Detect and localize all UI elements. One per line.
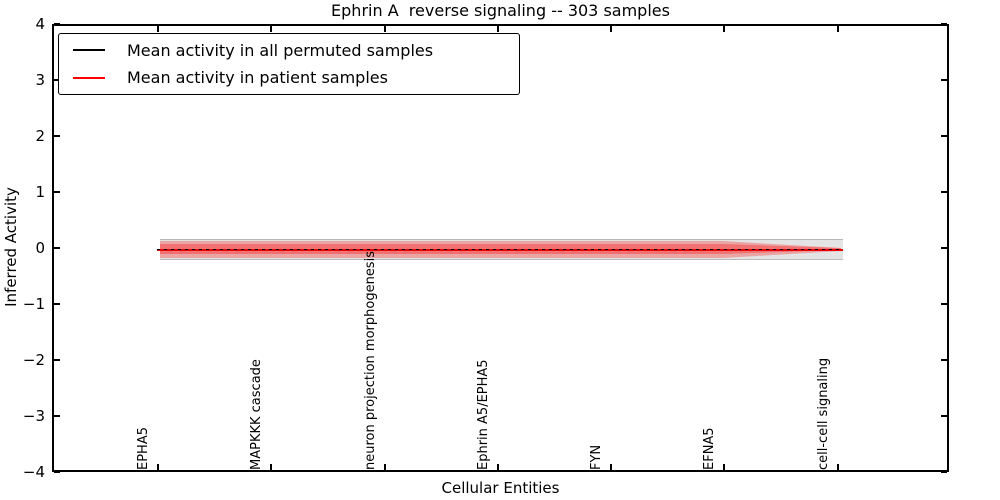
x-tick-top [837,26,839,32]
chart-title: Ephrin A reverse signaling -- 303 sample… [331,1,670,20]
x-tick-bottom [157,464,159,470]
x-tick-top [270,26,272,32]
legend-item-patient: Mean activity in patient samples [59,65,519,91]
plot-area-frame [52,24,949,472]
x-tick-bottom [837,464,839,470]
y-tick-left [54,359,60,361]
y-tick-right [941,471,947,473]
x-tick-top [723,26,725,32]
y-tick-label: 4 [35,15,45,33]
y-tick-left [54,135,60,137]
x-tick-label: neuron projection morphogenesis [363,251,378,470]
y-tick-left [54,471,60,473]
black-line-swatch [73,49,105,52]
y-tick-label: −1 [22,295,45,313]
x-axis-label: Cellular Entities [441,479,560,497]
y-tick-right [941,79,947,81]
x-tick-label: FYN [589,444,604,470]
y-tick-left [54,79,60,81]
legend-item-permuted: Mean activity in all permuted samples [59,37,519,63]
x-tick-top [497,26,499,32]
y-tick-left [54,415,60,417]
x-tick-label: EFNA5 [702,427,717,470]
x-tick-bottom [384,464,386,470]
y-tick-label: 2 [35,127,45,145]
y-tick-right [941,247,947,249]
red-line-swatch [73,76,105,79]
y-tick-left [54,247,60,249]
y-tick-right [941,135,947,137]
y-tick-label: −3 [22,407,45,425]
y-tick-left [54,191,60,193]
permuted-mean-line [157,248,843,251]
x-tick-bottom [497,464,499,470]
legend-box: Mean activity in all permuted samples Me… [58,33,520,95]
y-tick-right [941,23,947,25]
x-tick-label: EPHA5 [136,427,151,470]
x-tick-label: cell-cell signaling [816,357,831,470]
y-tick-left [54,23,60,25]
y-tick-left [54,303,60,305]
y-axis-label: Inferred Activity [2,187,20,307]
y-tick-right [941,191,947,193]
y-tick-label: 3 [35,71,45,89]
x-tick-bottom [610,464,612,470]
legend-label-permuted: Mean activity in all permuted samples [127,40,434,60]
x-tick-top [384,26,386,32]
x-tick-bottom [723,464,725,470]
y-tick-label: 1 [35,183,45,201]
y-tick-label: −2 [22,351,45,369]
x-tick-bottom [270,464,272,470]
y-tick-right [941,303,947,305]
y-tick-label: −4 [22,463,45,481]
x-tick-top [610,26,612,32]
y-tick-right [941,359,947,361]
x-tick-label: MAPKKK cascade [249,359,264,470]
legend-label-patient: Mean activity in patient samples [127,68,388,88]
x-tick-label: Ephrin A5/EPHA5 [476,359,491,470]
y-tick-right [941,415,947,417]
y-tick-label: 0 [35,239,45,257]
x-tick-top [157,26,159,32]
